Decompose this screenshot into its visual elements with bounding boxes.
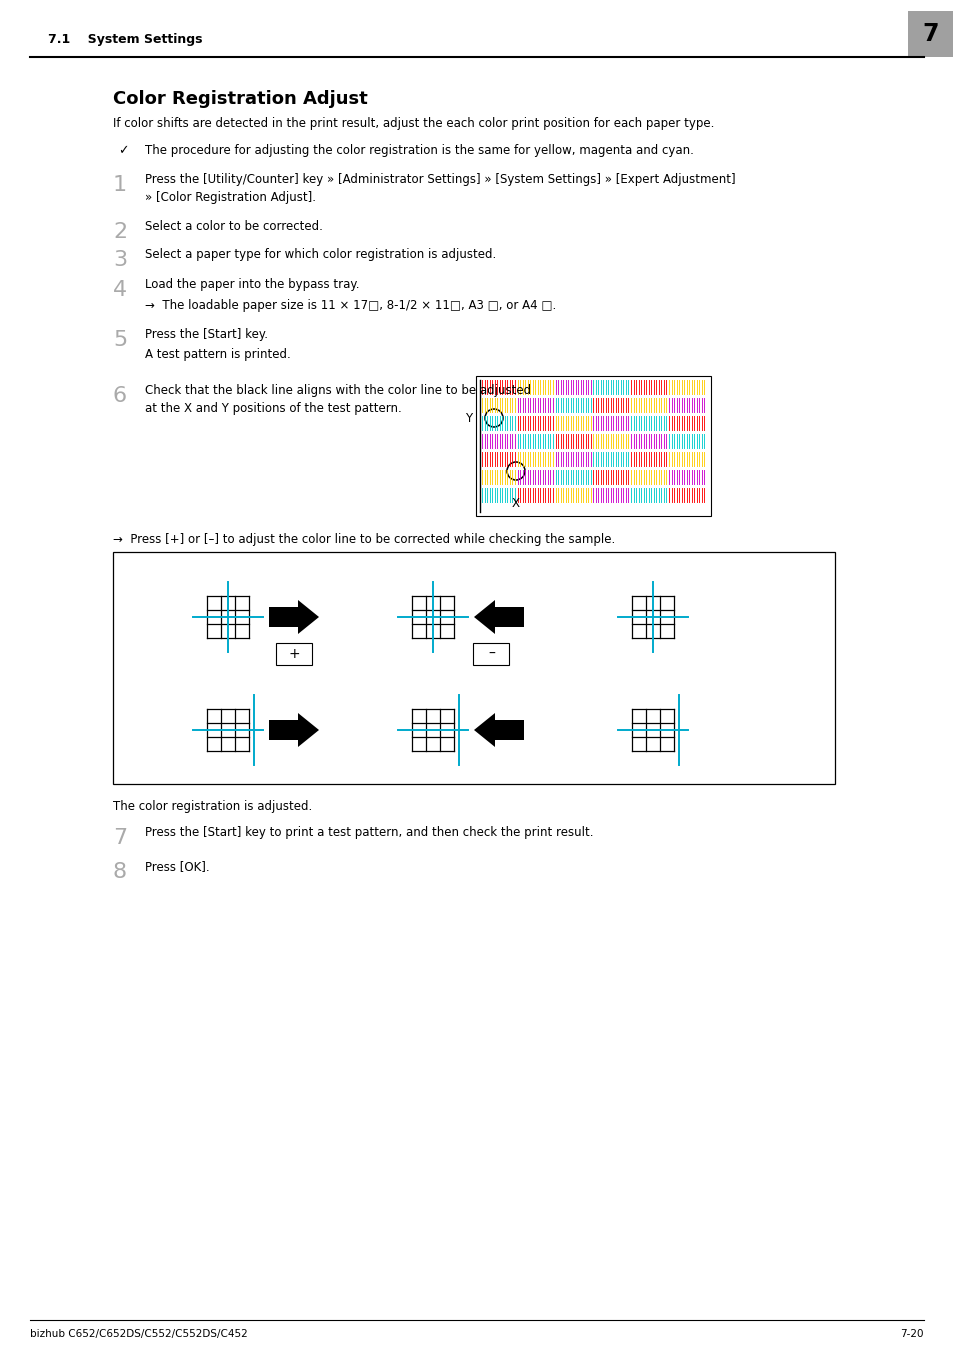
Text: →  Press [+] or [–] to adjust the color line to be corrected while checking the : → Press [+] or [–] to adjust the color l… xyxy=(112,533,615,545)
Text: Select a color to be corrected.: Select a color to be corrected. xyxy=(145,220,322,234)
Text: Press the [Start] key to print a test pattern, and then check the print result.: Press the [Start] key to print a test pa… xyxy=(145,826,593,838)
Bar xyxy=(473,643,509,666)
Polygon shape xyxy=(269,599,318,634)
Bar xyxy=(275,643,312,666)
Text: 7.1    System Settings: 7.1 System Settings xyxy=(48,34,202,46)
Text: ✓: ✓ xyxy=(118,144,129,157)
Text: Load the paper into the bypass tray.: Load the paper into the bypass tray. xyxy=(145,278,359,292)
Text: Press the [Start] key.: Press the [Start] key. xyxy=(145,328,268,342)
Polygon shape xyxy=(474,713,523,747)
Text: 4: 4 xyxy=(112,279,127,300)
Text: –: – xyxy=(488,647,495,662)
Polygon shape xyxy=(474,599,523,634)
Text: 2: 2 xyxy=(112,221,127,242)
Text: →  The loadable paper size is 11 × 17□, 8-1/2 × 11□, A3 □, or A4 □.: → The loadable paper size is 11 × 17□, 8… xyxy=(145,298,556,312)
Text: 5: 5 xyxy=(112,329,127,350)
Bar xyxy=(476,377,710,516)
Text: Y: Y xyxy=(464,412,472,424)
Bar xyxy=(907,11,953,57)
Text: Press the [Utility/Counter] key » [Administrator Settings] » [System Settings] »: Press the [Utility/Counter] key » [Admin… xyxy=(145,173,735,204)
Text: If color shifts are detected in the print result, adjust the each color print po: If color shifts are detected in the prin… xyxy=(112,117,714,130)
Text: Color Registration Adjust: Color Registration Adjust xyxy=(112,90,367,108)
Text: 7: 7 xyxy=(112,828,127,848)
Text: +: + xyxy=(288,647,299,662)
Text: 7-20: 7-20 xyxy=(900,1328,923,1339)
Text: bizhub C652/C652DS/C552/C552DS/C452: bizhub C652/C652DS/C552/C552DS/C452 xyxy=(30,1328,248,1339)
Text: X: X xyxy=(512,497,519,510)
Text: 7: 7 xyxy=(922,22,939,46)
Text: The procedure for adjusting the color registration is the same for yellow, magen: The procedure for adjusting the color re… xyxy=(145,144,693,157)
Text: Select a paper type for which color registration is adjusted.: Select a paper type for which color regi… xyxy=(145,248,496,261)
Text: A test pattern is printed.: A test pattern is printed. xyxy=(145,348,291,360)
Text: 8: 8 xyxy=(112,863,127,882)
Bar xyxy=(112,552,834,784)
Text: Check that the black line aligns with the color line to be adjusted
at the X and: Check that the black line aligns with th… xyxy=(145,383,531,414)
Text: The color registration is adjusted.: The color registration is adjusted. xyxy=(112,801,312,813)
Text: 6: 6 xyxy=(112,386,127,406)
Text: Press [OK].: Press [OK]. xyxy=(145,860,210,873)
Polygon shape xyxy=(269,713,318,747)
Text: 1: 1 xyxy=(112,176,127,194)
Text: 3: 3 xyxy=(112,250,127,270)
